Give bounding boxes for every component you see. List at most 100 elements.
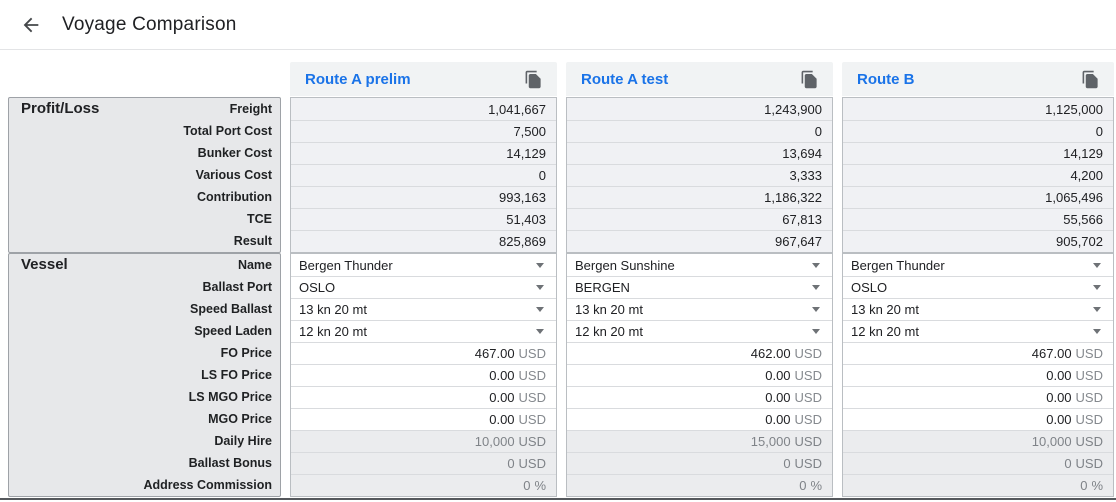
row-label: Bunker Cost bbox=[197, 146, 272, 160]
select-value: OSLO bbox=[299, 280, 336, 295]
input-cell[interactable]: 0.00 USD bbox=[567, 408, 832, 430]
cell-value: 993,163 bbox=[499, 190, 546, 205]
cell-value: 0 bbox=[523, 478, 531, 493]
unit-label: USD bbox=[794, 456, 822, 471]
input-cell[interactable]: 467.00 USD bbox=[843, 342, 1113, 364]
input-cell[interactable]: 0.00 USD bbox=[291, 386, 556, 408]
chevron-down-icon bbox=[536, 262, 544, 268]
select-value: OSLO bbox=[851, 280, 888, 295]
label-row: LS FO Price bbox=[9, 364, 280, 386]
label-row: Speed Ballast bbox=[9, 298, 280, 320]
label-row: Ballast Port bbox=[9, 276, 280, 298]
cell-value: 4,200 bbox=[1070, 168, 1103, 183]
cell-value: 0.00 bbox=[489, 368, 515, 383]
cell-value: 462.00 bbox=[750, 346, 791, 361]
cell-value: 825,869 bbox=[499, 234, 546, 249]
chevron-down-icon bbox=[536, 329, 544, 334]
readonly-cell: 0% bbox=[843, 474, 1113, 496]
chevron-down-icon bbox=[812, 262, 820, 268]
chevron-down-icon bbox=[1093, 285, 1101, 290]
value-cell: 0 bbox=[843, 120, 1113, 142]
label-row: MGO Price bbox=[9, 408, 280, 430]
input-cell[interactable]: 467.00 USD bbox=[291, 342, 556, 364]
unit-label: USD bbox=[794, 346, 822, 361]
input-cell[interactable]: 0.00 USD bbox=[291, 408, 556, 430]
page-title: Voyage Comparison bbox=[62, 13, 237, 35]
section-values-route-b: Bergen Thunder OSLO 13 kn 20 mt 12 kn 20 mt… bbox=[842, 253, 1114, 497]
readonly-cell: 10,000 USD bbox=[843, 430, 1113, 452]
select-value: 13 kn 20 mt bbox=[851, 302, 919, 317]
value-cell: 14,129 bbox=[843, 142, 1113, 164]
row-label: Freight bbox=[229, 102, 272, 116]
value-cell: 1,186,322 bbox=[567, 186, 832, 208]
select-cell[interactable]: BERGEN bbox=[567, 276, 832, 298]
readonly-cell: 0 USD bbox=[291, 452, 556, 474]
copy-icon bbox=[1082, 70, 1098, 88]
chevron-down-icon bbox=[536, 285, 544, 290]
input-cell[interactable]: 462.00 USD bbox=[567, 342, 832, 364]
comparison-body: Profit/Loss Freight Total Port Cost Bunker … bbox=[8, 97, 1114, 497]
column-header-route-a-test[interactable]: Route A test bbox=[566, 62, 833, 96]
readonly-cell: 10,000 USD bbox=[291, 430, 556, 452]
unit-label: USD bbox=[518, 434, 546, 449]
row-label: TCE bbox=[247, 212, 272, 226]
input-cell[interactable]: 0.00 USD bbox=[567, 364, 832, 386]
label-row: Speed Laden bbox=[9, 320, 280, 342]
cell-value: 0 bbox=[1095, 124, 1103, 139]
cell-value: 13,694 bbox=[782, 146, 822, 161]
select-value: 12 kn 20 mt bbox=[851, 324, 919, 339]
readonly-cell: 15,000 USD bbox=[567, 430, 832, 452]
unit-label: USD bbox=[794, 412, 822, 427]
select-cell[interactable]: 13 kn 20 mt bbox=[567, 298, 832, 320]
select-cell[interactable]: 12 kn 20 mt bbox=[567, 320, 832, 342]
select-cell[interactable]: Bergen Sunshine bbox=[567, 254, 832, 276]
input-cell[interactable]: 0.00 USD bbox=[291, 364, 556, 386]
cell-value: 1,041,667 bbox=[488, 101, 546, 117]
input-cell[interactable]: 0.00 USD bbox=[843, 386, 1113, 408]
cell-value: 0 bbox=[1064, 456, 1072, 471]
select-cell[interactable]: Bergen Thunder bbox=[843, 254, 1113, 276]
row-label: Address Commission bbox=[143, 478, 272, 492]
back-button[interactable] bbox=[19, 13, 43, 37]
cell-value: 0 bbox=[783, 456, 791, 471]
header-spacer bbox=[8, 62, 281, 96]
input-cell[interactable]: 0.00 USD bbox=[843, 408, 1113, 430]
select-cell[interactable]: 13 kn 20 mt bbox=[291, 298, 556, 320]
select-cell[interactable]: 12 kn 20 mt bbox=[291, 320, 556, 342]
input-cell[interactable]: 0.00 USD bbox=[843, 364, 1113, 386]
select-value: 12 kn 20 mt bbox=[299, 324, 367, 339]
select-value: 13 kn 20 mt bbox=[299, 302, 367, 317]
cell-value: 51,403 bbox=[506, 212, 546, 227]
row-label: Daily Hire bbox=[214, 434, 272, 448]
value-cell: 825,869 bbox=[291, 230, 556, 252]
cell-value: 0.00 bbox=[1046, 390, 1072, 405]
select-cell[interactable]: 13 kn 20 mt bbox=[843, 298, 1113, 320]
select-value: 13 kn 20 mt bbox=[575, 302, 643, 317]
chevron-down-icon bbox=[812, 285, 820, 290]
section-title: Profit/Loss bbox=[21, 100, 100, 117]
label-row: LS MGO Price bbox=[9, 386, 280, 408]
value-cell: 4,200 bbox=[843, 164, 1113, 186]
copy-button[interactable] bbox=[524, 70, 543, 89]
readonly-cell: 0% bbox=[291, 474, 556, 496]
value-cell: 14,129 bbox=[291, 142, 556, 164]
select-cell[interactable]: Bergen Thunder bbox=[291, 254, 556, 276]
copy-button[interactable] bbox=[800, 70, 819, 89]
input-cell[interactable]: 0.00 USD bbox=[567, 386, 832, 408]
section-values-route-a-test: Bergen Sunshine BERGEN 13 kn 20 mt 12 kn 20… bbox=[566, 253, 833, 497]
cell-value: 55,566 bbox=[1063, 212, 1103, 227]
readonly-cell: 0 USD bbox=[567, 452, 832, 474]
unit-label: USD bbox=[794, 434, 822, 449]
cell-value: 14,129 bbox=[506, 146, 546, 161]
select-cell[interactable]: 12 kn 20 mt bbox=[843, 320, 1113, 342]
cell-value: 0.00 bbox=[765, 412, 791, 427]
unit-label: USD bbox=[1075, 456, 1103, 471]
select-cell[interactable]: OSLO bbox=[291, 276, 556, 298]
cell-value: 7,500 bbox=[513, 124, 546, 139]
cell-value: 467.00 bbox=[474, 346, 515, 361]
column-header-route-b[interactable]: Route B bbox=[842, 62, 1114, 96]
copy-button[interactable] bbox=[1081, 70, 1100, 89]
select-cell[interactable]: OSLO bbox=[843, 276, 1113, 298]
column-header-route-a-prelim[interactable]: Route A prelim bbox=[290, 62, 557, 96]
cell-value: 0.00 bbox=[489, 412, 515, 427]
